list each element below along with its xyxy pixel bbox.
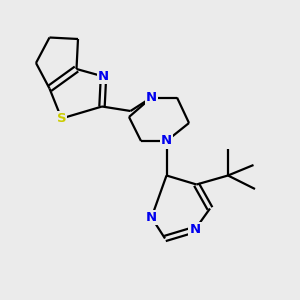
Text: N: N — [161, 134, 172, 148]
Text: N: N — [189, 223, 201, 236]
Text: N: N — [98, 70, 109, 83]
Text: N: N — [146, 91, 157, 104]
Text: S: S — [57, 112, 66, 125]
Text: N: N — [146, 211, 157, 224]
